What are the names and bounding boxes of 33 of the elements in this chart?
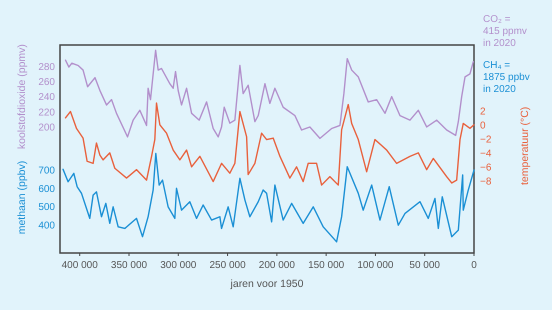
- y-axis-title: koolstofdioxide (ppmv): [16, 44, 28, 150]
- y3-tick-label: 400: [38, 220, 56, 232]
- y3-tick-label: 600: [38, 184, 56, 195]
- x-tick-label: 0: [471, 260, 478, 271]
- text: CO₂ = 415 ppmv in 2020: [483, 14, 527, 49]
- y2-tick-label: −8: [480, 176, 492, 188]
- y3-axis-title: methaan (ppbv): [16, 160, 28, 234]
- y2-tick-label: 2: [480, 106, 486, 118]
- y-tick-label: 240: [38, 92, 56, 104]
- y-tick-label: 200: [38, 122, 56, 134]
- y2-tick-label: −4: [480, 148, 492, 160]
- line-series: [62, 152, 475, 243]
- y2-axis-title: temperatuur (°C): [519, 106, 531, 186]
- y2-tick-label: −2: [480, 134, 492, 146]
- y2-tick-label: −6: [480, 162, 492, 174]
- line-series: [64, 102, 475, 186]
- x-tick-label: 350 000: [110, 260, 148, 271]
- line-series: [64, 50, 474, 140]
- y2-tick-label: 0: [480, 120, 486, 132]
- x-tick-label: 100 000: [357, 260, 394, 271]
- x-tick-label: 50 000: [409, 260, 440, 271]
- x-tick-label: 250 000: [209, 260, 246, 271]
- x-tick-label: 200 000: [258, 260, 296, 271]
- x-tick-label: 400 000: [62, 260, 98, 271]
- y-tick-label: 260: [38, 76, 56, 88]
- x-axis-title: jaren voor 1950: [230, 278, 304, 290]
- y3-tick-label: 700: [38, 166, 56, 177]
- y-tick-label: 280: [38, 62, 56, 73]
- y3-tick-label: 500: [38, 202, 56, 214]
- x-tick-label: 300 000: [160, 260, 197, 271]
- y-tick-label: 220: [38, 107, 56, 118]
- x-tick-label: 150 000: [308, 260, 345, 271]
- text: CH₄ = 1875 ppbv in 2020: [483, 60, 530, 95]
